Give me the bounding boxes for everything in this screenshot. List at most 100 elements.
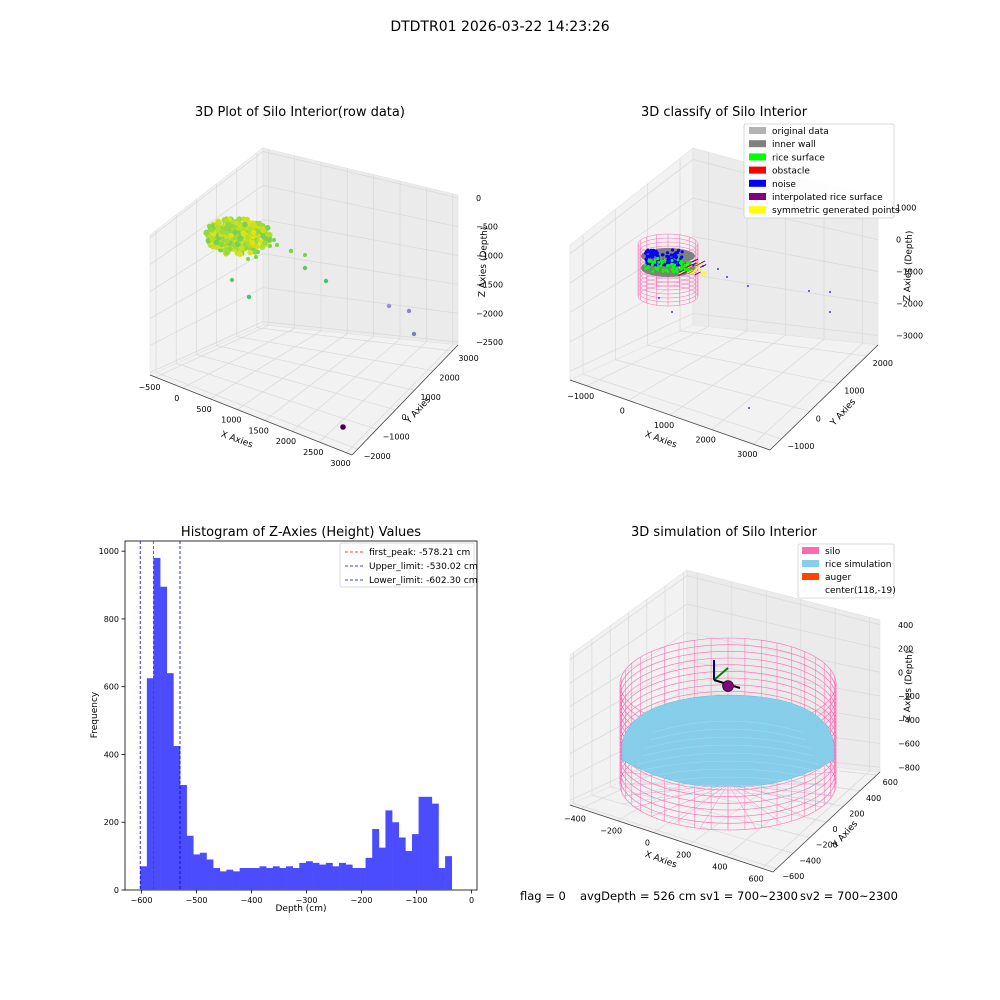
generated-surface-point bbox=[700, 270, 708, 275]
generated-surface-point bbox=[699, 271, 706, 276]
y-gridline bbox=[175, 214, 377, 430]
y-gridline bbox=[628, 612, 827, 823]
y-gridline bbox=[614, 209, 810, 412]
raw-data-point bbox=[251, 222, 257, 228]
suptitle: DTDTR01 2026-03-22 14:23:26 bbox=[390, 19, 609, 35]
histogram-title: Histogram of Z-Axies (Height) Values bbox=[181, 525, 421, 540]
raw-data-point bbox=[303, 253, 307, 257]
z-gridline bbox=[149, 185, 459, 265]
generated-surface-point bbox=[694, 262, 702, 267]
histogram-bar bbox=[160, 586, 168, 890]
y-tick-label: 400 bbox=[104, 750, 119, 759]
generated-surface-point bbox=[693, 267, 700, 272]
legend-label: rice simulation bbox=[825, 560, 891, 570]
histogram-bar bbox=[146, 678, 154, 890]
histogram-bar bbox=[405, 851, 413, 890]
histogram-bar bbox=[199, 852, 207, 890]
raw-data-point bbox=[249, 239, 256, 246]
raw-data-point bbox=[237, 251, 243, 257]
raw-data-point bbox=[288, 248, 294, 254]
rice-surface-point bbox=[660, 259, 664, 263]
raw-3d-back-pane bbox=[262, 147, 459, 346]
z-tick-label: 200 bbox=[898, 645, 913, 654]
rice-surface-point bbox=[651, 260, 655, 264]
histogram-bar bbox=[239, 867, 247, 890]
y-gridline bbox=[647, 183, 839, 385]
histogram-bar bbox=[206, 859, 214, 890]
generated-surface-point bbox=[689, 270, 697, 275]
silo-floor-spoke bbox=[634, 783, 729, 808]
z-tick-label: −500 bbox=[476, 223, 498, 232]
simulation-zlabel: Z Axies (Depth) bbox=[903, 651, 915, 722]
x-tick-label: 2000 bbox=[276, 437, 296, 446]
simulation-ylabel: Y Axies bbox=[830, 819, 860, 851]
z-tick-label: −2000 bbox=[896, 299, 923, 308]
y-axis-arrow bbox=[713, 667, 729, 681]
y-gridline bbox=[573, 652, 777, 870]
raw-data-point bbox=[242, 221, 248, 228]
silo-floor-spoke bbox=[727, 783, 805, 817]
rice-mesh-line bbox=[641, 744, 815, 757]
noise-point bbox=[654, 251, 658, 255]
noise-point bbox=[651, 254, 655, 259]
z-gridline bbox=[149, 287, 459, 346]
legend-label: rice surface bbox=[772, 153, 825, 163]
histogram-bar bbox=[392, 822, 400, 890]
rice-surface-point bbox=[663, 258, 667, 262]
classify-legend: original data inner wall rice surface obsta… bbox=[743, 123, 900, 219]
footer-flag: flag = 0 bbox=[520, 889, 566, 903]
generated-surface-point bbox=[678, 270, 685, 275]
footer-sv2: sv2 = 700~2300 bbox=[800, 889, 898, 903]
classify-title: 3D classify of Silo Interior bbox=[641, 105, 808, 120]
rice-surface-point bbox=[647, 259, 651, 263]
z-gridline bbox=[149, 151, 459, 238]
x-tick-label: −300 bbox=[296, 896, 318, 905]
raw-data-point bbox=[246, 257, 250, 261]
raw-data-point bbox=[223, 247, 230, 254]
raw-data-point bbox=[253, 243, 260, 250]
rice-surface-point bbox=[683, 263, 687, 267]
classify-xlabel: X Axies bbox=[643, 430, 678, 451]
raw-data-point bbox=[275, 243, 279, 247]
histogram-bar bbox=[180, 784, 187, 890]
y-tick-label: 800 bbox=[104, 615, 119, 624]
histogram-bar bbox=[425, 796, 433, 890]
noise-point bbox=[692, 264, 694, 266]
y-gridline bbox=[591, 639, 794, 854]
raw-data-point bbox=[219, 229, 226, 235]
silo-floor-spoke bbox=[727, 783, 783, 824]
noise-point bbox=[644, 250, 648, 254]
noise-point bbox=[645, 254, 650, 258]
histogram-bar bbox=[193, 854, 201, 890]
panel-classify-3d: 3D classify of Silo Interior −1000 0 1000 2… bbox=[567, 105, 923, 459]
noise-point bbox=[667, 255, 671, 259]
rice-mesh-line bbox=[649, 728, 807, 741]
rice-surface-point bbox=[667, 263, 671, 267]
histogram-ylabel: Frequency bbox=[90, 691, 100, 738]
legend-label: silo bbox=[825, 547, 841, 557]
noise-point bbox=[726, 276, 728, 278]
histogram-bar bbox=[252, 867, 260, 890]
noise-point bbox=[717, 268, 719, 270]
raw-data-point bbox=[252, 249, 258, 255]
rice-surface-point bbox=[672, 265, 676, 269]
x-gridline bbox=[346, 193, 454, 454]
histogram-bar bbox=[266, 867, 274, 890]
noise-point bbox=[748, 407, 750, 409]
x-tick-label: 200 bbox=[676, 850, 691, 859]
raw-data-point bbox=[213, 239, 220, 246]
noise-point bbox=[674, 256, 679, 260]
y-axis-line bbox=[772, 771, 881, 873]
noise-point bbox=[680, 255, 684, 259]
histogram-bar bbox=[438, 867, 446, 890]
z-tick-label: 0 bbox=[896, 236, 901, 245]
x-tick-label: 1000 bbox=[221, 416, 241, 425]
simulation-silo bbox=[619, 637, 837, 831]
histogram-bar bbox=[365, 857, 373, 890]
histogram-bar bbox=[233, 871, 240, 890]
y-tick-label: 0 bbox=[816, 414, 821, 423]
z-tick-label: −400 bbox=[898, 716, 920, 725]
raw-data-point bbox=[411, 331, 417, 337]
histogram-bar bbox=[246, 867, 254, 890]
noise-point bbox=[670, 248, 675, 252]
